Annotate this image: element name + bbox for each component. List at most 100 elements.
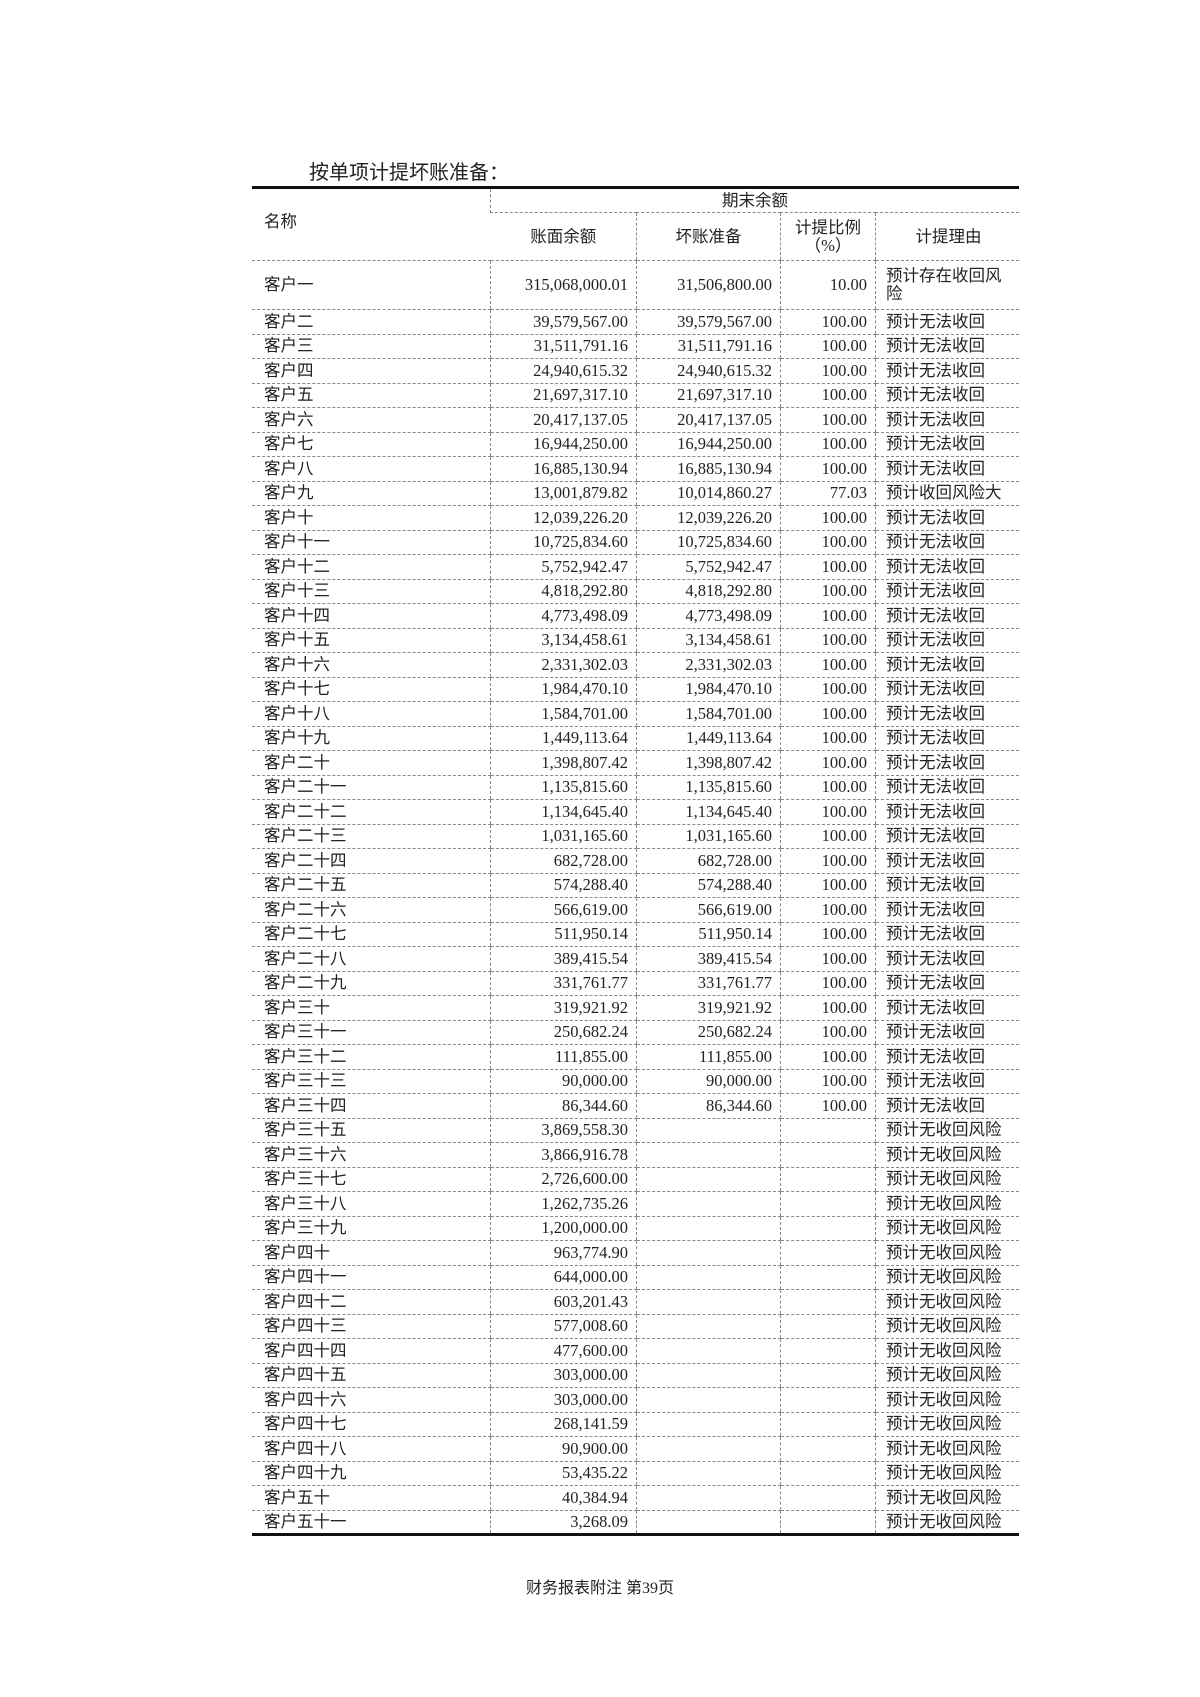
table-row: 客户十九 1,449,113.64 1,449,113.64 100.00 预计无法收回 (252, 726, 1019, 751)
provision-ratio (780, 1314, 876, 1339)
provision-ratio: 100.00 (780, 677, 876, 702)
table-row: 客户十二 5,752,942.47 5,752,942.47 100.00 预计无法收回 (252, 554, 1019, 580)
bad-debt-provision (636, 1461, 781, 1486)
book-balance: 10,725,834.60 (490, 530, 637, 555)
customer-name: 客户四十五 (252, 1363, 491, 1388)
header-name: 名称 (252, 187, 491, 261)
provision-reason: 预计存在收回风险 (875, 260, 1019, 310)
provision-reason: 预计无法收回 (875, 1069, 1019, 1094)
customer-name: 客户二十四 (252, 848, 491, 874)
provision-ratio: 100.00 (780, 1093, 876, 1119)
customer-name: 客户十九 (252, 726, 491, 751)
provision-reason: 预计无法收回 (875, 971, 1019, 996)
table-row: 客户三十 319,921.92 319,921.92 100.00 预计无法收回 (252, 995, 1019, 1021)
book-balance: 1,984,470.10 (490, 677, 637, 702)
customer-name: 客户三十六 (252, 1142, 491, 1168)
bad-debt-provision: 1,135,815.60 (636, 775, 781, 800)
provision-reason: 预计无收回风险 (875, 1118, 1019, 1143)
provision-ratio: 100.00 (780, 358, 876, 384)
provision-ratio: 77.03 (780, 481, 876, 506)
provision-reason: 预计无法收回 (875, 1093, 1019, 1119)
provision-ratio: 100.00 (780, 848, 876, 874)
customer-name: 客户四十九 (252, 1461, 491, 1486)
bad-debt-provision (636, 1142, 781, 1168)
customer-name: 客户四十七 (252, 1412, 491, 1437)
bad-debt-provision: 1,134,645.40 (636, 799, 781, 825)
provision-ratio: 10.00 (780, 260, 876, 310)
table-row: 客户三十五 3,869,558.30 预计无收回风险 (252, 1118, 1019, 1143)
provision-reason: 预计无法收回 (875, 652, 1019, 678)
header-provision-ratio: 计提比例（%） (780, 212, 876, 261)
bad-debt-provision: 682,728.00 (636, 848, 781, 874)
book-balance: 39,579,567.00 (490, 309, 637, 335)
bad-debt-provision: 12,039,226.20 (636, 505, 781, 531)
table-row: 客户二十 1,398,807.42 1,398,807.42 100.00 预计无法收回 (252, 750, 1019, 776)
table-row: 客户六 20,417,137.05 20,417,137.05 100.00 预计无法收… (252, 407, 1019, 433)
bad-debt-provision: 111,855.00 (636, 1044, 781, 1070)
bad-debt-provision (636, 1314, 781, 1339)
customer-name: 客户十 (252, 505, 491, 531)
bad-debt-provision: 319,921.92 (636, 995, 781, 1021)
book-balance: 3,134,458.61 (490, 628, 637, 653)
customer-name: 客户十七 (252, 677, 491, 702)
book-balance: 53,435.22 (490, 1461, 637, 1486)
provision-reason: 预计无收回风险 (875, 1510, 1019, 1535)
bad-debt-provision: 331,761.77 (636, 971, 781, 996)
book-balance: 21,697,317.10 (490, 383, 637, 408)
bad-debt-provision: 31,506,800.00 (636, 260, 781, 310)
book-balance: 303,000.00 (490, 1387, 637, 1413)
table-row: 客户四十二 603,201.43 预计无收回风险 (252, 1289, 1019, 1315)
section-title: 按单项计提坏账准备： (309, 162, 509, 184)
table-row: 客户三十一 250,682.24 250,682.24 100.00 预计无法收回 (252, 1020, 1019, 1045)
provision-reason: 预计无收回风险 (875, 1363, 1019, 1388)
provision-ratio: 100.00 (780, 775, 876, 800)
provision-ratio: 100.00 (780, 995, 876, 1021)
provision-reason: 预计无法收回 (875, 995, 1019, 1021)
bad-debt-provision (636, 1436, 781, 1462)
provision-ratio (780, 1118, 876, 1143)
customer-name: 客户四十二 (252, 1289, 491, 1315)
bad-debt-provision (636, 1338, 781, 1364)
provision-reason: 预计无法收回 (875, 407, 1019, 433)
header-period-end-balance: 期末余额 (490, 187, 1019, 213)
book-balance: 268,141.59 (490, 1412, 637, 1437)
provision-reason: 预计无法收回 (875, 726, 1019, 751)
provision-ratio: 100.00 (780, 726, 876, 751)
provision-ratio (780, 1191, 876, 1217)
bad-debt-provision: 2,331,302.03 (636, 652, 781, 678)
book-balance: 331,761.77 (490, 971, 637, 996)
customer-name: 客户十三 (252, 579, 491, 604)
provision-ratio: 100.00 (780, 579, 876, 604)
bad-debt-provision: 20,417,137.05 (636, 407, 781, 433)
provision-ratio (780, 1338, 876, 1364)
provision-ratio: 100.00 (780, 505, 876, 531)
book-balance: 963,774.90 (490, 1240, 637, 1266)
provision-reason: 预计无法收回 (875, 946, 1019, 972)
provision-reason: 预计无法收回 (875, 383, 1019, 408)
customer-name: 客户四 (252, 358, 491, 384)
book-balance: 16,944,250.00 (490, 432, 637, 457)
provision-ratio (780, 1412, 876, 1437)
table-row: 客户一 315,068,000.01 31,506,800.00 10.00 预计存在收… (252, 260, 1019, 310)
bad-debt-provision (636, 1363, 781, 1388)
table-row: 客户八 16,885,130.94 16,885,130.94 100.00 预计无法收… (252, 456, 1019, 482)
provision-ratio: 100.00 (780, 1069, 876, 1094)
provision-reason: 预计无法收回 (875, 603, 1019, 629)
table-row: 客户四十八 90,900.00 预计无收回风险 (252, 1436, 1019, 1462)
book-balance: 644,000.00 (490, 1265, 637, 1290)
bad-debt-provision (636, 1118, 781, 1143)
customer-name: 客户九 (252, 481, 491, 506)
book-balance: 40,384.94 (490, 1485, 637, 1511)
provision-ratio: 100.00 (780, 652, 876, 678)
customer-name: 客户三十二 (252, 1044, 491, 1070)
provision-reason: 预计无法收回 (875, 432, 1019, 457)
provision-reason: 预计无法收回 (875, 848, 1019, 874)
provision-reason: 预计无法收回 (875, 775, 1019, 800)
bad-debt-provision: 1,984,470.10 (636, 677, 781, 702)
book-balance: 31,511,791.16 (490, 334, 637, 359)
provision-ratio: 100.00 (780, 309, 876, 335)
provision-reason: 预计无收回风险 (875, 1142, 1019, 1168)
table-row: 客户二十三 1,031,165.60 1,031,165.60 100.00 预计无法收… (252, 824, 1019, 849)
book-balance: 577,008.60 (490, 1314, 637, 1339)
customer-name: 客户六 (252, 407, 491, 433)
